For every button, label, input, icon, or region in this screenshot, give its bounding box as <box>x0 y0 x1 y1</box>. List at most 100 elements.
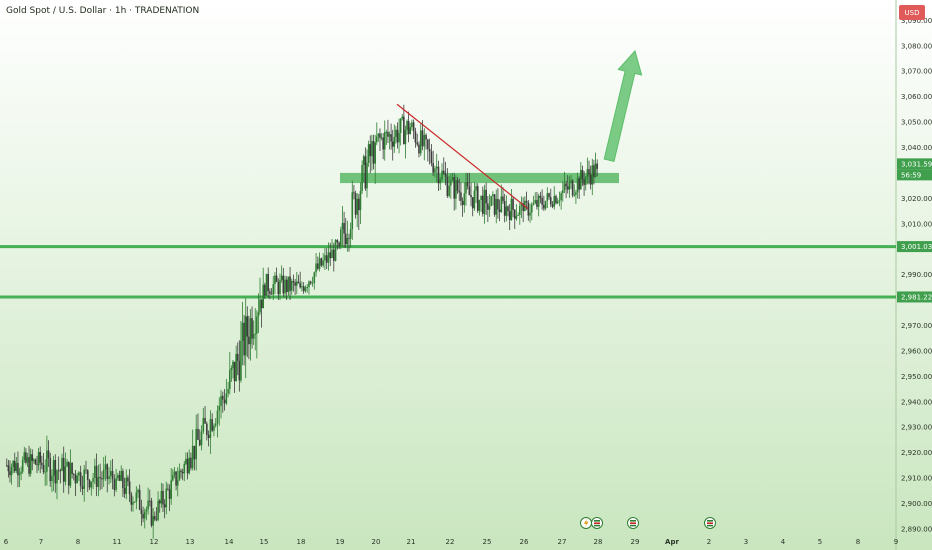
y-tick-label: 2,940.00 <box>901 398 932 406</box>
candle <box>183 461 186 482</box>
candle <box>425 133 427 150</box>
projection-arrow[interactable] <box>603 49 643 163</box>
x-tick-label: 20 <box>372 538 381 546</box>
candle <box>20 466 22 481</box>
candle <box>396 122 399 149</box>
candle <box>181 468 184 481</box>
candle <box>450 173 452 199</box>
candle <box>292 274 295 292</box>
candle <box>206 421 208 441</box>
candle <box>500 184 503 214</box>
price-labels: 3,031.59 56:59 3,001.03 2,981.22 <box>897 158 932 303</box>
candle <box>158 498 161 513</box>
flag-icon[interactable] <box>704 517 716 529</box>
candle <box>269 288 271 300</box>
candle <box>483 184 486 224</box>
candle <box>322 253 324 268</box>
candle <box>193 445 196 471</box>
candle <box>565 180 567 199</box>
candle <box>455 174 457 210</box>
candle <box>28 445 30 477</box>
candle <box>311 276 314 287</box>
candle <box>178 463 181 481</box>
downtrend-line[interactable] <box>396 103 529 209</box>
candle <box>551 200 554 209</box>
candle <box>553 186 556 210</box>
candle <box>252 320 255 345</box>
candle <box>54 454 57 493</box>
candle <box>508 203 511 231</box>
candle <box>398 118 400 154</box>
candle <box>207 430 210 447</box>
candle <box>468 172 471 196</box>
candle <box>383 120 386 161</box>
candle <box>160 482 163 508</box>
candle <box>289 267 291 301</box>
candle <box>460 182 462 206</box>
y-tick-label: 3,020.00 <box>901 195 932 203</box>
candle <box>120 465 123 482</box>
candle <box>51 469 53 493</box>
candle <box>446 168 449 198</box>
candle <box>391 129 394 161</box>
candle <box>5 458 8 467</box>
currency-badge-bg <box>899 5 925 20</box>
candle <box>61 453 63 472</box>
candle <box>128 469 131 502</box>
candle <box>248 315 250 360</box>
candle <box>439 177 442 191</box>
up-arrow-icon[interactable] <box>603 49 643 163</box>
candle <box>341 206 344 247</box>
candle <box>315 252 317 277</box>
y-tick-label: 3,070.00 <box>901 68 932 76</box>
x-tick-label: 11 <box>113 538 122 546</box>
y-tick-label: 3,090.00 <box>901 17 932 25</box>
candle <box>329 242 332 267</box>
flag-icon[interactable] <box>627 517 639 529</box>
candle <box>270 288 273 295</box>
candle <box>137 488 139 498</box>
x-tick-label: 21 <box>407 538 416 546</box>
candle <box>244 298 247 379</box>
candle <box>95 453 98 497</box>
x-tick-label: 9 <box>894 538 898 546</box>
event-icons[interactable] <box>580 517 716 529</box>
candle <box>135 486 138 510</box>
candle <box>154 511 156 522</box>
candle <box>74 469 77 497</box>
lightning-icon[interactable] <box>580 517 592 529</box>
candle <box>123 477 126 499</box>
candle <box>505 195 508 222</box>
candle <box>586 157 589 185</box>
candle <box>56 468 58 500</box>
price-label: 3,031.59 <box>897 158 932 170</box>
candle <box>594 152 597 178</box>
candle <box>351 180 354 240</box>
candle <box>148 489 151 507</box>
x-tick-label: 13 <box>186 538 195 546</box>
candle <box>12 460 14 474</box>
candle <box>165 481 168 515</box>
candle <box>152 508 154 539</box>
candle <box>471 197 474 217</box>
candle <box>416 133 419 147</box>
candle <box>167 483 169 491</box>
candle <box>401 113 404 121</box>
candle <box>94 458 96 484</box>
candle <box>556 197 559 204</box>
currency-button[interactable]: USD <box>899 5 925 20</box>
candle <box>294 278 296 295</box>
trendline-segment[interactable] <box>396 103 529 209</box>
flag-icon[interactable] <box>591 517 603 529</box>
candle <box>85 460 87 474</box>
candle <box>260 299 263 328</box>
candle <box>145 506 148 521</box>
candle <box>432 150 434 176</box>
candle <box>155 507 158 522</box>
candle <box>241 301 244 366</box>
candle <box>358 193 360 231</box>
candle <box>122 468 124 497</box>
candles <box>5 104 598 539</box>
